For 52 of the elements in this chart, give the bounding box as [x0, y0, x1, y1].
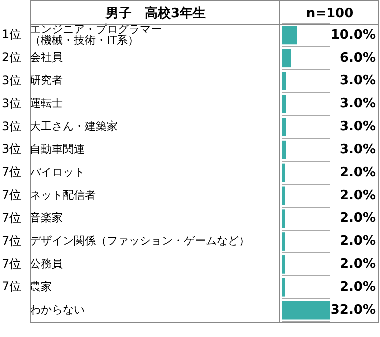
bar	[282, 164, 285, 182]
bar	[282, 232, 285, 251]
bar	[282, 72, 286, 90]
data-label: 3.0%	[340, 96, 376, 112]
y-tick-label: 大工さん・建築家	[30, 120, 118, 134]
text: 3位	[2, 96, 22, 110]
bar	[282, 186, 285, 206]
data-label: 2.0%	[340, 234, 376, 250]
bar	[282, 95, 286, 114]
data-label: 2.0%	[340, 165, 376, 180]
bar	[282, 118, 286, 136]
bar	[282, 278, 285, 297]
data-label: 3.0%	[340, 74, 376, 89]
y-tick-label: 音楽家	[30, 212, 63, 225]
bar	[282, 301, 330, 320]
text: 7位	[2, 188, 22, 202]
data-label: 2.0%	[340, 280, 376, 295]
y-tick-label: 農家	[30, 280, 52, 294]
data-label: 3.0%	[340, 142, 376, 158]
y-tick-label: 研究者	[30, 74, 63, 88]
data-label: 2.0%	[340, 211, 376, 226]
text: 7位	[2, 165, 22, 180]
text: 3位	[2, 119, 22, 134]
text: 7位	[2, 210, 22, 225]
y-tick-label: 自動車関連	[30, 142, 85, 156]
data-label: 10.0%	[330, 28, 376, 43]
text: 2位	[2, 50, 22, 65]
text: 1位	[2, 28, 22, 42]
bar	[282, 140, 286, 160]
y-tick-label: わからない	[30, 303, 85, 316]
data-label: 2.0%	[340, 188, 376, 204]
y-tick-label: 運転士	[30, 97, 63, 110]
y-tick-label: エンジニア・プログラマー（機械・技術・IT系）	[30, 22, 162, 47]
y-tick-label: 公務員	[30, 258, 63, 271]
text: 男子 高校3年生	[104, 5, 206, 22]
text: 7位	[2, 256, 22, 271]
data-label: 3.0%	[340, 120, 376, 135]
bar	[282, 256, 285, 274]
bar	[282, 26, 297, 45]
text: 3位	[2, 73, 22, 88]
text: 3位	[2, 142, 22, 156]
bar	[282, 210, 285, 228]
text: 7位	[2, 280, 22, 294]
chart-subtitle: n=100	[306, 6, 354, 22]
y-tick-label: ネット配信者	[30, 188, 96, 202]
text: 7位	[2, 234, 22, 248]
data-label: 6.0%	[340, 50, 376, 66]
data-label: 32.0%	[330, 302, 376, 318]
bar	[282, 49, 291, 68]
y-tick-label: デザイン関係（ファッション・ゲームなど）	[30, 234, 250, 248]
data-label: 2.0%	[340, 257, 376, 272]
y-tick-label: 会社員	[30, 51, 63, 64]
